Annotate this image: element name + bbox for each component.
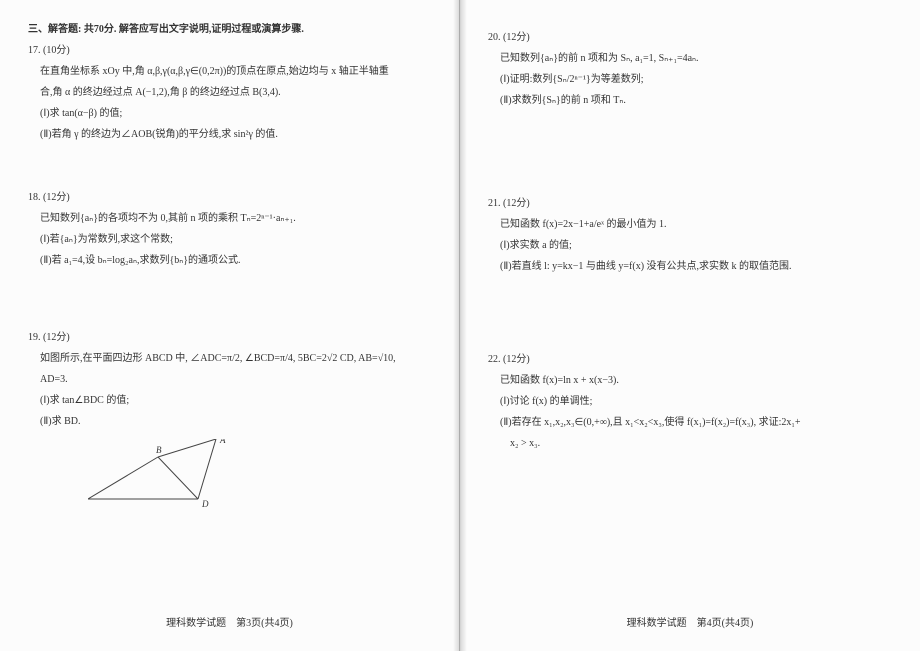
q22-line: 已知函数 f(x)=ln x + x(x−3).: [500, 371, 892, 390]
q20-body: 已知数列{aₙ}的前 n 项和为 Sₙ, a₁=1, Sₙ₊₁=4aₙ. (Ⅰ)…: [488, 49, 892, 110]
question-21: 21. (12分) 已知函数 f(x)=2x−1+a/eˣ 的最小值为 1. (…: [488, 194, 892, 276]
q19-line: AD=3.: [40, 370, 431, 389]
page-3: 三、解答题: 共70分. 解答应写出文字说明,证明过程或演算步骤. 17. (1…: [0, 0, 460, 651]
q21-line: (Ⅱ)若直线 l: y=kx−1 与曲线 y=f(x) 没有公共点,求实数 k …: [500, 257, 892, 276]
q17-line: 在直角坐标系 xOy 中,角 α,β,γ(α,β,γ∈(0,2π))的顶点在原点…: [40, 62, 431, 81]
page-4: 20. (12分) 已知数列{aₙ}的前 n 项和为 Sₙ, a₁=1, Sₙ₊…: [460, 0, 920, 651]
q21-body: 已知函数 f(x)=2x−1+a/eˣ 的最小值为 1. (Ⅰ)求实数 a 的值…: [488, 215, 892, 276]
q21-number: 21. (12分): [488, 194, 892, 213]
q17-body: 在直角坐标系 xOy 中,角 α,β,γ(α,β,γ∈(0,2π))的顶点在原点…: [28, 62, 431, 144]
question-17: 17. (10分) 在直角坐标系 xOy 中,角 α,β,γ(α,β,γ∈(0,…: [28, 41, 431, 144]
q19-line: 如图所示,在平面四边形 ABCD 中, ∠ADC=π/2, ∠BCD=π/4, …: [40, 349, 431, 368]
q20-line: (Ⅰ)证明:数列{Sₙ/2ⁿ⁻¹}为等差数列;: [500, 70, 892, 89]
q18-line: (Ⅰ)若{aₙ}为常数列,求这个常数;: [40, 230, 431, 249]
q18-line: 已知数列{aₙ}的各项均不为 0,其前 n 项的乘积 Tₙ=2ⁿ⁻¹·aₙ₊₁.: [40, 209, 431, 228]
q18-line: (Ⅱ)若 a₁=4,设 bₙ=log₂aₙ,求数列{bₙ}的通项公式.: [40, 251, 431, 270]
q20-line: 已知数列{aₙ}的前 n 项和为 Sₙ, a₁=1, Sₙ₊₁=4aₙ.: [500, 49, 892, 68]
q18-number: 18. (12分): [28, 188, 431, 207]
question-22: 22. (12分) 已知函数 f(x)=ln x + x(x−3). (Ⅰ)讨论…: [488, 350, 892, 453]
q18-body: 已知数列{aₙ}的各项均不为 0,其前 n 项的乘积 Tₙ=2ⁿ⁻¹·aₙ₊₁.…: [28, 209, 431, 270]
question-18: 18. (12分) 已知数列{aₙ}的各项均不为 0,其前 n 项的乘积 Tₙ=…: [28, 188, 431, 270]
q19-body: 如图所示,在平面四边形 ABCD 中, ∠ADC=π/2, ∠BCD=π/4, …: [28, 349, 431, 431]
q17-line: (Ⅰ)求 tan(α−β) 的值;: [40, 104, 431, 123]
q21-line: 已知函数 f(x)=2x−1+a/eˣ 的最小值为 1.: [500, 215, 892, 234]
q17-number: 17. (10分): [28, 41, 431, 60]
q22-line: (Ⅱ)若存在 x₁,x₂,x₃∈(0,+∞),且 x₁<x₂<x₃,使得 f(x…: [500, 413, 892, 432]
page-spread: 三、解答题: 共70分. 解答应写出文字说明,证明过程或演算步骤. 17. (1…: [0, 0, 920, 651]
q17-line: (Ⅱ)若角 γ 的终边为∠AOB(锐角)的平分线,求 sin²γ 的值.: [40, 125, 431, 144]
q19-line: (Ⅰ)求 tan∠BDC 的值;: [40, 391, 431, 410]
q22-body: 已知函数 f(x)=ln x + x(x−3). (Ⅰ)讨论 f(x) 的单调性…: [488, 371, 892, 453]
q22-line: (Ⅰ)讨论 f(x) 的单调性;: [500, 392, 892, 411]
q20-number: 20. (12分): [488, 28, 892, 47]
q22-line: x₂ > x₃.: [500, 434, 892, 453]
svg-text:D: D: [201, 499, 209, 509]
question-19: 19. (12分) 如图所示,在平面四边形 ABCD 中, ∠ADC=π/2, …: [28, 328, 431, 509]
svg-text:A: A: [219, 439, 226, 445]
q22-number: 22. (12分): [488, 350, 892, 369]
svg-text:B: B: [156, 445, 162, 455]
q19-line: (Ⅱ)求 BD.: [40, 412, 431, 431]
page-footer-4: 理科数学试题 第4页(共4页): [460, 614, 920, 629]
question-20: 20. (12分) 已知数列{aₙ}的前 n 项和为 Sₙ, a₁=1, Sₙ₊…: [488, 28, 892, 110]
q20-line: (Ⅱ)求数列{Sₙ}的前 n 项和 Tₙ.: [500, 91, 892, 110]
page-footer-3: 理科数学试题 第3页(共4页): [0, 614, 459, 629]
q19-number: 19. (12分): [28, 328, 431, 347]
q17-line: 合,角 α 的终边经过点 A(−1,2),角 β 的终边经过点 B(3,4).: [40, 83, 431, 102]
section-heading: 三、解答题: 共70分. 解答应写出文字说明,证明过程或演算步骤.: [28, 20, 431, 35]
q21-line: (Ⅰ)求实数 a 的值;: [500, 236, 892, 255]
figure-abcd: CDBA: [88, 439, 228, 509]
